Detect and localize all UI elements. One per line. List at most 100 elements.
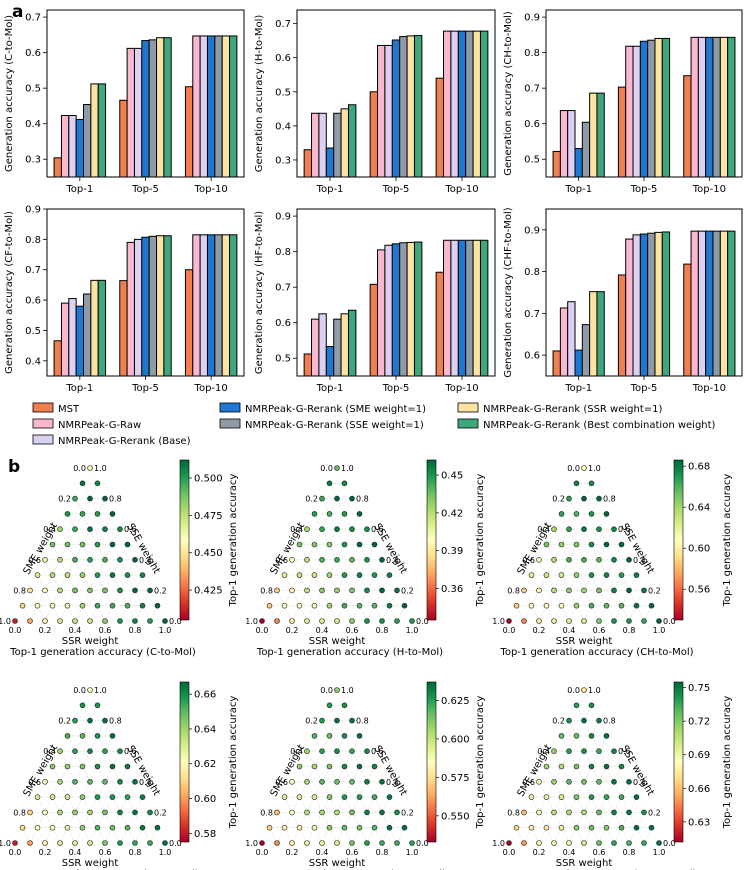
y-tick-label: 0.4 <box>25 356 41 367</box>
bar <box>60 302 70 377</box>
axes-frame <box>46 9 245 178</box>
right-tick-label: 0.0 <box>663 617 676 626</box>
bar <box>596 92 605 178</box>
left-tick-label: 0.0 <box>320 464 333 473</box>
ternary-point <box>341 794 348 800</box>
axes-frame <box>545 9 743 178</box>
ternary-point <box>633 602 640 609</box>
ternary-point <box>588 733 595 739</box>
bar <box>303 353 313 377</box>
bottom-tick-label: 0.6 <box>593 626 606 635</box>
right-tick-label: 0.2 <box>648 586 661 595</box>
bar <box>340 108 349 178</box>
ternary-point <box>641 809 647 816</box>
right-tick-label: 0.4 <box>139 556 152 565</box>
bottom-tick-label: 0.0 <box>9 848 22 857</box>
ternary-point <box>611 526 617 533</box>
ternary-point <box>356 572 363 578</box>
right-tick-label: 0.6 <box>124 525 137 534</box>
ternary-point <box>581 748 587 755</box>
ternary-point <box>319 840 325 846</box>
ternary-point <box>304 840 310 846</box>
ternary-point <box>334 809 340 816</box>
bar <box>719 230 729 377</box>
y-tick-label: 0.7 <box>524 309 540 320</box>
ternary-point <box>79 702 86 709</box>
colorbar-tick-label: 0.500 <box>194 473 223 484</box>
grid-line <box>546 544 585 622</box>
ternary-point <box>109 511 116 517</box>
ternary-point <box>581 717 587 724</box>
x-tick-label: Top-5 <box>630 184 658 195</box>
ternary-point <box>386 824 393 831</box>
y-tick-label: 0.5 <box>275 354 291 365</box>
ternary-point <box>109 794 116 800</box>
bar <box>141 40 150 178</box>
bar <box>465 30 474 178</box>
ternary-title: Top-1 generation accuracy (H-to-Mol) <box>256 647 443 658</box>
bottom-tick-label: 0.0 <box>256 848 269 857</box>
bar <box>450 239 459 377</box>
grid-line <box>67 735 121 844</box>
ternary-point <box>109 733 116 739</box>
ternary-point <box>566 556 572 563</box>
ternary-point <box>349 840 355 846</box>
ternary-point <box>611 778 617 785</box>
legend-entry: NMRPeak-G-Rerank (SME weight=1) <box>245 404 426 415</box>
ternary-point <box>506 618 512 624</box>
right-tick-label: 0.6 <box>618 525 631 534</box>
ternary-point <box>596 556 602 563</box>
bar <box>199 35 208 178</box>
bar <box>303 149 313 178</box>
grid-line <box>613 796 637 844</box>
ternary-point <box>356 794 363 800</box>
ternary-point <box>349 778 355 785</box>
right-tick-label: 0.0 <box>663 839 676 848</box>
ternary-point <box>596 587 602 594</box>
ternary-point <box>588 794 595 800</box>
bar <box>399 36 408 178</box>
ternary-point <box>341 572 348 578</box>
ternary-point <box>558 824 565 831</box>
ternary-point <box>409 840 415 846</box>
ternary-point <box>341 511 348 517</box>
bottom-tick-label: 1.0 <box>406 626 419 635</box>
ternary-point <box>588 602 595 609</box>
axes-frame <box>545 208 743 377</box>
ternary-point <box>371 763 378 770</box>
ternary-point <box>49 794 56 800</box>
ternary-point <box>633 572 640 578</box>
ternary-point <box>94 572 101 578</box>
bottom-tick-label: 0.8 <box>129 848 142 857</box>
ternary-point <box>356 602 363 609</box>
ternary-point <box>64 602 71 609</box>
ternary-point <box>147 618 153 624</box>
ternary-point <box>49 541 56 548</box>
ternary-point <box>334 748 340 755</box>
ternary-point <box>311 511 318 517</box>
ternary-point <box>117 618 123 624</box>
right-tick-label: 0.8 <box>109 495 122 504</box>
y-tick-label: 0.8 <box>524 48 540 59</box>
right-tick-label: 0.6 <box>618 747 631 756</box>
ternary-point <box>72 809 78 816</box>
ternary-point <box>87 748 93 755</box>
ternary-point <box>87 778 93 785</box>
ternary-point <box>334 495 340 502</box>
colorbar <box>426 459 437 621</box>
colorbar-tick-label: 0.66 <box>194 690 216 701</box>
axes-frame <box>296 9 496 178</box>
right-tick-label: 0.4 <box>633 778 646 787</box>
bar <box>574 148 583 178</box>
ternary-point <box>379 809 385 816</box>
left-tick-label: 0.4 <box>290 747 303 756</box>
ternary-point <box>57 748 63 755</box>
ternary-point <box>551 748 557 755</box>
bottom-tick-label: 0.4 <box>316 626 329 635</box>
ternary-point <box>364 809 370 816</box>
ternary-point <box>109 824 116 831</box>
bar <box>119 280 128 377</box>
left-tick-label: 0.6 <box>28 778 41 787</box>
colorbar-tick-label: 0.42 <box>441 508 463 519</box>
bar <box>133 47 143 178</box>
